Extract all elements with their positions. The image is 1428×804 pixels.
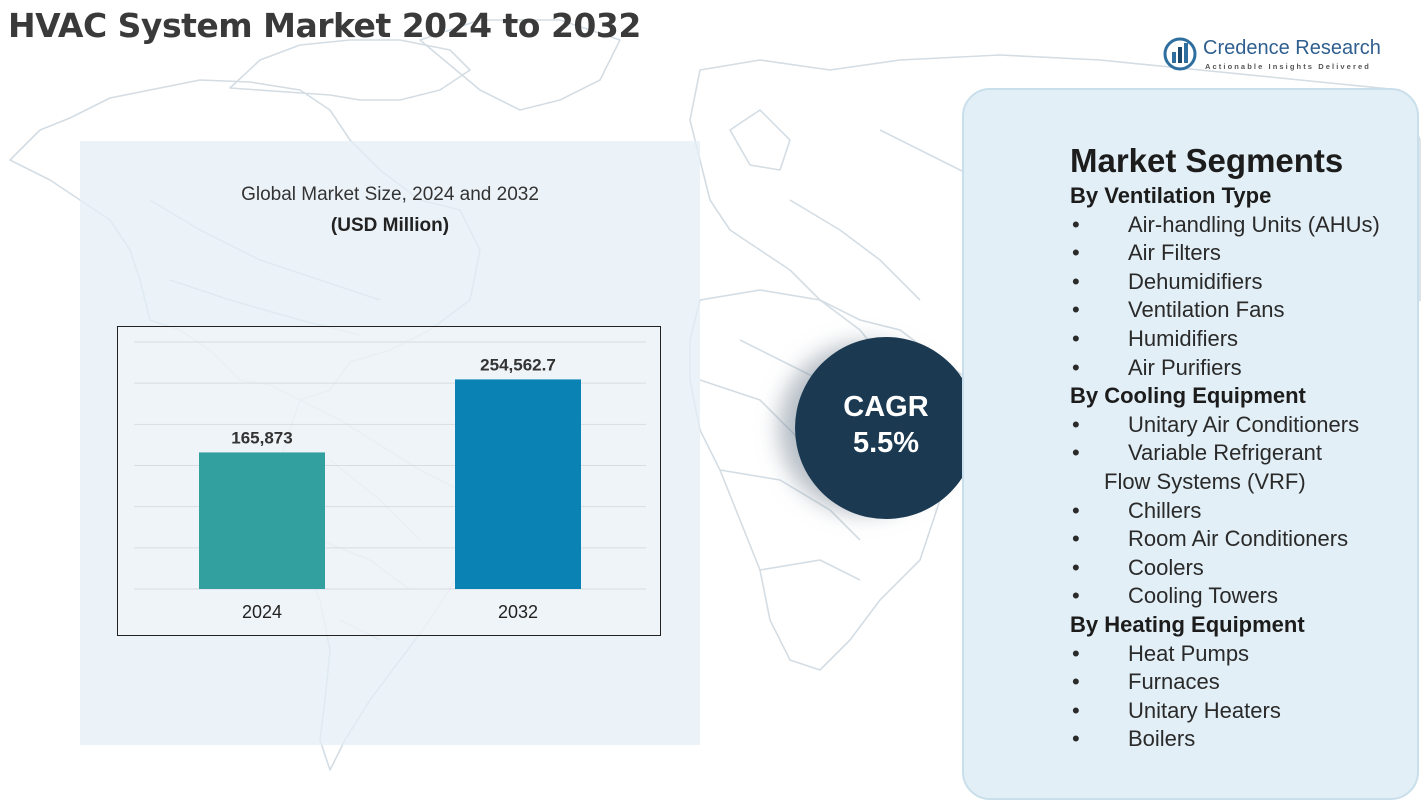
brand-logo: Credence Research Actionable Insights De…: [1163, 36, 1403, 76]
list-item-label: Cooling Towers: [1128, 583, 1279, 609]
list-item: • Heat Pumps: [1070, 640, 1420, 669]
list-item: • Unitary Air Conditioners: [1070, 411, 1420, 440]
list-item: • Variable Refrigerant Flow Systems (VRF): [1070, 439, 1420, 496]
chart-panel: Global Market Size, 2024 and 2032 (USD M…: [80, 141, 700, 745]
bullet-icon: •: [1072, 726, 1080, 752]
bullet-icon: •: [1072, 440, 1080, 466]
chart-title: Global Market Size, 2024 and 2032: [241, 184, 539, 205]
list-item-label: Humidifiers: [1128, 325, 1239, 351]
segments-list: By Ventilation Type • Air-handling Units …: [1070, 182, 1420, 754]
list-item: • Room Air Conditioners: [1070, 525, 1420, 554]
list-item-label: Heat Pumps: [1128, 640, 1250, 666]
list-item-label: Room Air Conditioners: [1128, 526, 1349, 552]
bullet-icon: •: [1072, 297, 1080, 323]
list-item: • Furnaces: [1070, 668, 1420, 697]
segment-group-ventilation: By Ventilation Type: [1070, 183, 1272, 208]
bullet-icon: •: [1072, 583, 1080, 609]
cagr-label: CAGR: [843, 391, 929, 423]
list-item-label: Air Filters: [1128, 240, 1221, 266]
bullet-icon: •: [1072, 640, 1080, 666]
bullet-icon: •: [1072, 697, 1080, 723]
segment-group-heating: By Heating Equipment: [1070, 611, 1305, 637]
bullet-icon: •: [1072, 354, 1080, 380]
bullet-icon: •: [1072, 211, 1080, 237]
bar-chart: 165,873 2024 254,562.7 2032: [117, 326, 661, 636]
bullet-icon: •: [1072, 268, 1080, 294]
list-item: • Air-handling Units (AHUs): [1070, 211, 1420, 240]
list-item: • Air Purifiers: [1070, 354, 1420, 383]
list-item: • Boilers: [1070, 725, 1420, 754]
list-item-label: Air Purifiers: [1128, 354, 1242, 380]
data-label: 254,562.7: [480, 355, 556, 374]
bullet-icon: •: [1072, 526, 1080, 552]
logo-icon: [1163, 37, 1197, 71]
list-item-label: Ventilation Fans: [1128, 297, 1285, 323]
bullet-icon: •: [1072, 240, 1080, 266]
list-item-label: Dehumidifiers: [1128, 268, 1263, 294]
chart-unit-label: (USD Million): [330, 215, 450, 236]
segment-group-cooling: By Cooling Equipment: [1070, 383, 1306, 409]
x-tick-label: 2032: [498, 602, 538, 622]
market-segments-panel: Market Segments By Ventilation Type • Air…: [962, 88, 1419, 800]
list-item: • Unitary Heaters: [1070, 697, 1420, 726]
data-label: 165,873: [231, 428, 292, 447]
segments-title: Market Segments: [1070, 142, 1344, 179]
list-item-label: Unitary Air Conditioners: [1128, 411, 1360, 437]
bullet-icon: •: [1072, 325, 1080, 351]
page-title: HVAC System Market 2024 to 2032: [8, 6, 641, 45]
list-item-label: Coolers: [1128, 554, 1204, 580]
list-item-label: Unitary Heaters: [1128, 697, 1281, 723]
bullet-icon: •: [1072, 669, 1080, 695]
list-item-label: Air-handling Units (AHUs): [1128, 211, 1380, 237]
list-item: • Ventilation Fans: [1070, 296, 1420, 325]
bullet-icon: •: [1072, 554, 1080, 580]
bar-chart-svg: 165,873 2024 254,562.7 2032: [134, 341, 646, 622]
brand-tagline: Actionable Insights Delivered: [1205, 62, 1371, 71]
cagr-badge: CAGR 5.5%: [795, 337, 977, 519]
list-item: • Air Filters: [1070, 239, 1420, 268]
x-tick-label: 2024: [242, 602, 282, 622]
list-item-label: Chillers: [1128, 497, 1202, 523]
bullet-icon: •: [1072, 411, 1080, 437]
list-item: • Chillers: [1070, 497, 1420, 526]
list-item-label: Variable Refrigerant: [1128, 440, 1323, 466]
brand-name: Credence Research: [1203, 37, 1381, 59]
list-item-label: Boilers: [1128, 726, 1196, 752]
bar: [199, 452, 325, 589]
list-item: • Dehumidifiers: [1070, 268, 1420, 297]
cagr-value: 5.5%: [852, 427, 920, 459]
list-item-label-continued: Flow Systems (VRF): [1104, 468, 1306, 494]
list-item: • Humidifiers: [1070, 325, 1420, 354]
list-item-label: Furnaces: [1128, 669, 1220, 695]
bullet-icon: •: [1072, 497, 1080, 523]
list-item: • Coolers: [1070, 554, 1420, 583]
bar: [455, 379, 581, 589]
list-item: • Cooling Towers: [1070, 582, 1420, 611]
